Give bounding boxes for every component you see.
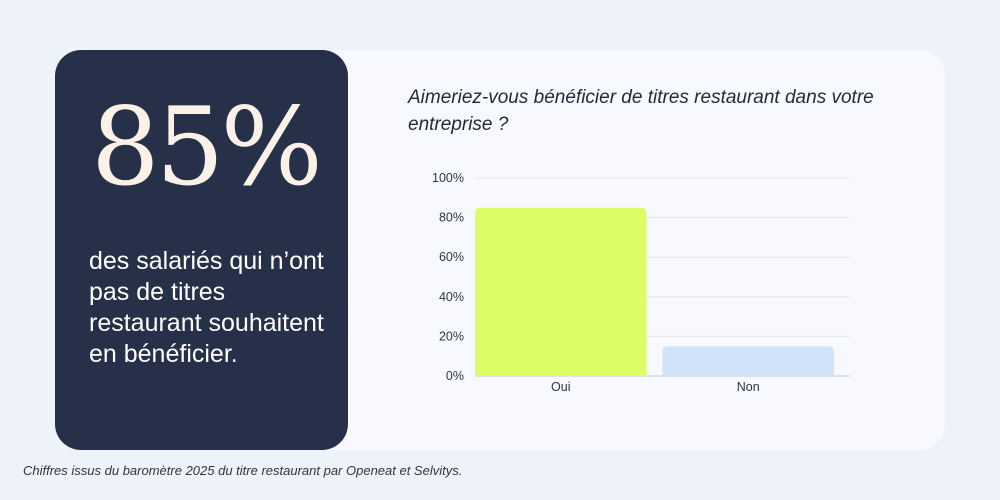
- y-tick-label: 0%: [446, 369, 464, 383]
- stat-value: 85%: [91, 85, 323, 210]
- y-tick-label: 40%: [439, 290, 464, 304]
- stat-description: des salariés qui n’ont pas de titres res…: [89, 247, 324, 368]
- stat-panel: 85% des salariés qui n’ont pas de titres…: [55, 50, 348, 450]
- x-tick-label: Non: [737, 380, 760, 394]
- y-tick-label: 60%: [439, 250, 464, 264]
- y-tick-label: 100%: [432, 171, 464, 185]
- footnote: Chiffres issus du baromètre 2025 du titr…: [23, 463, 463, 478]
- y-tick-label: 20%: [439, 329, 464, 343]
- chart-title: Aimeriez-vous bénéficier de titres resta…: [408, 87, 874, 135]
- bar-chart: 0% 20% 40% 60% 80% 100% Oui Non: [432, 171, 850, 394]
- bar-oui: [475, 207, 647, 376]
- y-tick-label: 80%: [439, 211, 464, 225]
- bar-non: [662, 346, 834, 376]
- x-tick-label: Oui: [551, 380, 570, 394]
